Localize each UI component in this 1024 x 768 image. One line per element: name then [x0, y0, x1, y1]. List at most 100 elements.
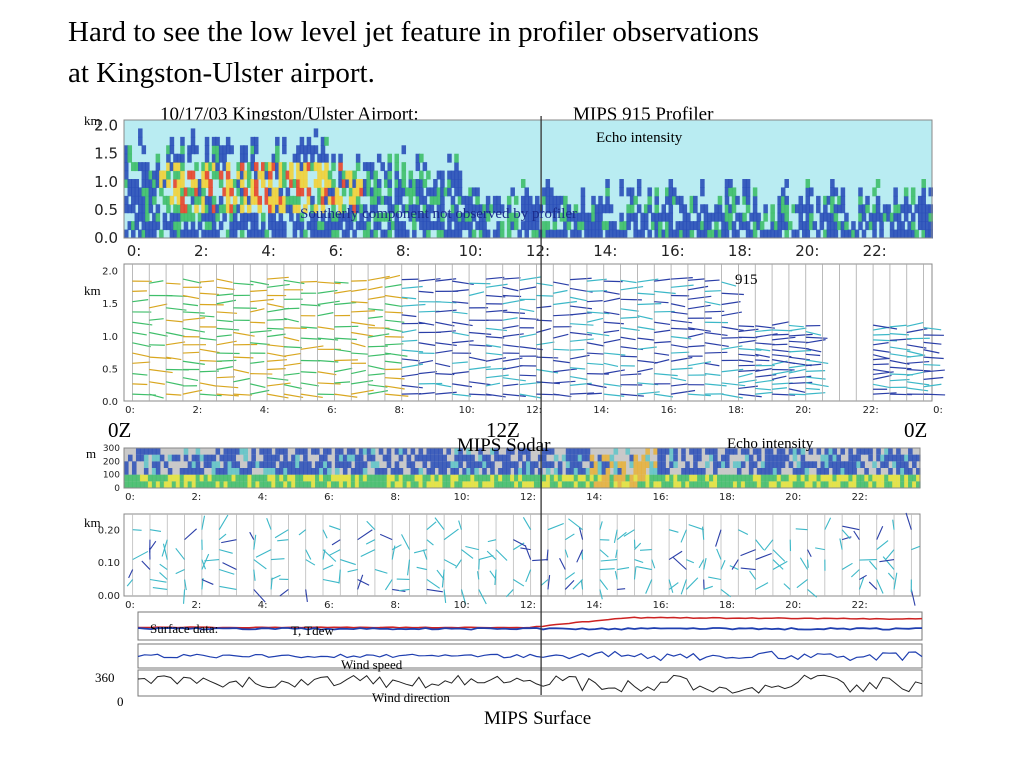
- wind-barb: [384, 343, 404, 346]
- echo-cell: [183, 229, 189, 239]
- sodar-cell: [780, 461, 786, 468]
- echo-cell: [928, 221, 933, 231]
- sodar-cell: [354, 468, 360, 475]
- echo-cell: [246, 229, 252, 239]
- sodar-cell: [744, 481, 750, 488]
- echo-cell: [352, 212, 357, 222]
- wind-barb: [755, 379, 775, 384]
- echo-cell: [253, 212, 259, 222]
- echo-cell: [605, 179, 610, 188]
- sodar-wind-barb: [204, 559, 220, 562]
- sodar-cell: [840, 474, 845, 482]
- echo-cell: [823, 195, 828, 205]
- sodar-cell: [529, 468, 535, 475]
- echo-cell: [253, 145, 259, 155]
- echo-cell: [654, 187, 659, 197]
- wind-barb: [502, 383, 519, 387]
- sodar-wind-barb: [568, 518, 583, 531]
- sodar-cell: [135, 454, 141, 462]
- wind-barb: [267, 283, 290, 288]
- echo-cell: [907, 229, 912, 239]
- echo-cell: [924, 229, 930, 239]
- sodar-cell: [518, 481, 523, 488]
- echo-cell: [310, 212, 315, 222]
- sodar-cell: [697, 481, 702, 488]
- sodar-cell: [386, 474, 392, 482]
- echo-cell: [173, 212, 178, 222]
- echo-cell: [292, 179, 298, 188]
- sodar-cell: [430, 481, 436, 488]
- wind-barb: [384, 393, 409, 397]
- echo-cell: [275, 162, 280, 172]
- echo-cell: [408, 195, 414, 205]
- sodar-wind-barb: [578, 527, 584, 540]
- sodar-cell: [207, 461, 213, 468]
- wind-barb: [452, 340, 474, 344]
- echo-cell: [299, 212, 305, 222]
- sodar-wind-barb: [218, 533, 227, 541]
- sodar-cell: [904, 461, 909, 468]
- echo-cell: [668, 179, 674, 188]
- echo-cell: [289, 195, 294, 205]
- sodar-cell: [864, 474, 869, 482]
- echo-cell: [738, 212, 744, 222]
- sodar-cell: [199, 474, 205, 482]
- sodar-cell: [565, 448, 571, 455]
- echo-cell: [275, 153, 280, 163]
- echo-cell: [826, 221, 832, 231]
- echo-cell: [524, 195, 529, 205]
- echo-cell: [731, 204, 737, 214]
- sodar-cell: [848, 468, 853, 475]
- sodar-cell: [124, 461, 129, 468]
- echo-cell: [717, 212, 723, 222]
- wind-barb: [721, 301, 741, 306]
- echo-cell: [573, 229, 579, 239]
- wind-barb: [569, 375, 588, 381]
- sodar-cell: [900, 481, 905, 488]
- sodar-cell: [227, 474, 233, 482]
- echo-cell: [556, 195, 561, 205]
- echo-cell: [169, 195, 175, 205]
- sodar-x-tick-label: 2:: [191, 492, 201, 503]
- wind-barb: [788, 368, 807, 374]
- echo-cell: [124, 179, 129, 188]
- echo-cell: [201, 179, 206, 188]
- echo-cell: [826, 195, 832, 205]
- echo-cell: [861, 212, 867, 222]
- echo-cell: [239, 153, 245, 163]
- sodar-wind-barb: [322, 564, 334, 571]
- sodar-cell: [840, 461, 845, 468]
- wind-barb: [452, 331, 470, 337]
- echo-cell: [436, 187, 442, 197]
- echo-cell: [415, 187, 421, 197]
- echo-cell: [700, 221, 705, 231]
- sodar-cell: [641, 481, 646, 488]
- sodar-cell: [267, 468, 272, 475]
- echo-cell: [784, 179, 789, 188]
- wind-barb: [418, 321, 435, 326]
- echo-cell: [383, 195, 389, 205]
- echo-cell: [310, 153, 315, 163]
- echo-cell: [306, 195, 312, 205]
- sodar-cell: [406, 481, 412, 488]
- echo-cell: [303, 162, 308, 172]
- sodar-cell: [319, 461, 324, 468]
- echo-cell: [299, 162, 305, 172]
- sodar-cell: [657, 481, 662, 488]
- echo-cell: [324, 179, 329, 188]
- sodar-cell: [187, 481, 193, 488]
- echo-cell: [155, 179, 161, 188]
- echo-cell: [654, 221, 659, 231]
- sodar-cell: [693, 474, 698, 482]
- sodar-wind-barb: [893, 572, 898, 590]
- echo-cell: [731, 229, 737, 239]
- sodar-wind-barb: [796, 579, 808, 589]
- sodar-cell: [434, 481, 440, 488]
- wind-barb: [216, 299, 237, 305]
- sodar-wind-barb: [322, 529, 328, 539]
- echo-cell: [872, 229, 877, 239]
- echo-cell: [239, 162, 245, 172]
- wind-barb: [300, 326, 317, 329]
- wind-barb: [553, 380, 576, 384]
- sodar-cell: [319, 474, 324, 482]
